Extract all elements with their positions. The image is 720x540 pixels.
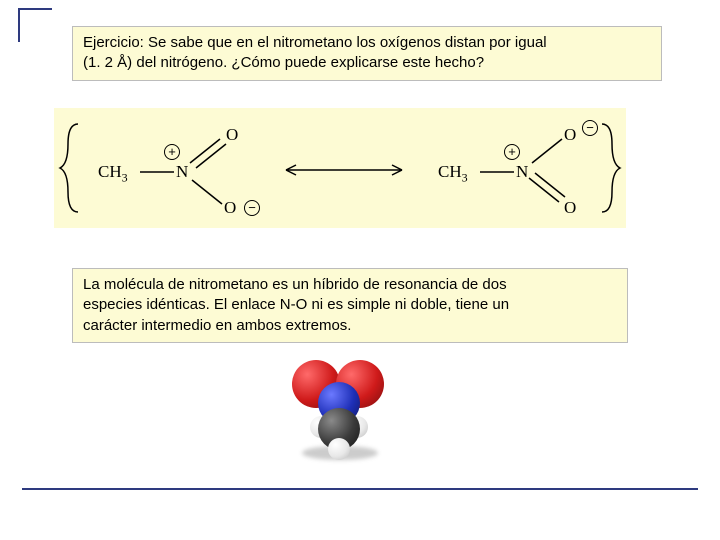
- resonance-diagram: CH3 N O O + − CH3 N O O + −: [54, 108, 626, 228]
- molecule-3d-model: [284, 360, 396, 468]
- bottom-rule: [22, 488, 698, 490]
- right-o-top-label: O: [564, 125, 576, 145]
- answer-line2: especies idénticas. El enlace N-O ni es …: [83, 296, 509, 313]
- answer-box: La molécula de nitrometano es un híbrido…: [72, 268, 628, 343]
- right-minus-charge: −: [582, 120, 598, 136]
- right-n-label: N: [516, 162, 528, 182]
- left-o-bottom-label: O: [224, 198, 236, 218]
- question-line1: Ejercicio: Se sabe que en el nitrometano…: [83, 34, 547, 51]
- corner-frame: [18, 8, 52, 42]
- right-plus-charge: +: [504, 144, 520, 160]
- atom-hydrogen-3: [328, 438, 350, 460]
- diagram-svg: [54, 108, 626, 228]
- right-o-bottom-label: O: [564, 198, 576, 218]
- left-n-label: N: [176, 162, 188, 182]
- answer-line3: carácter intermedio en ambos extremos.: [83, 317, 351, 334]
- right-ch3-label: CH3: [438, 162, 468, 185]
- left-plus-charge: +: [164, 144, 180, 160]
- left-ch3-label: CH3: [98, 162, 128, 185]
- left-o-top-label: O: [226, 125, 238, 145]
- exercise-question-box: Ejercicio: Se sabe que en el nitrometano…: [72, 26, 662, 81]
- question-line2: (1. 2 Å) del nitrógeno. ¿Cómo puede expl…: [83, 54, 484, 71]
- left-minus-charge: −: [244, 200, 260, 216]
- answer-line1: La molécula de nitrometano es un híbrido…: [83, 276, 507, 293]
